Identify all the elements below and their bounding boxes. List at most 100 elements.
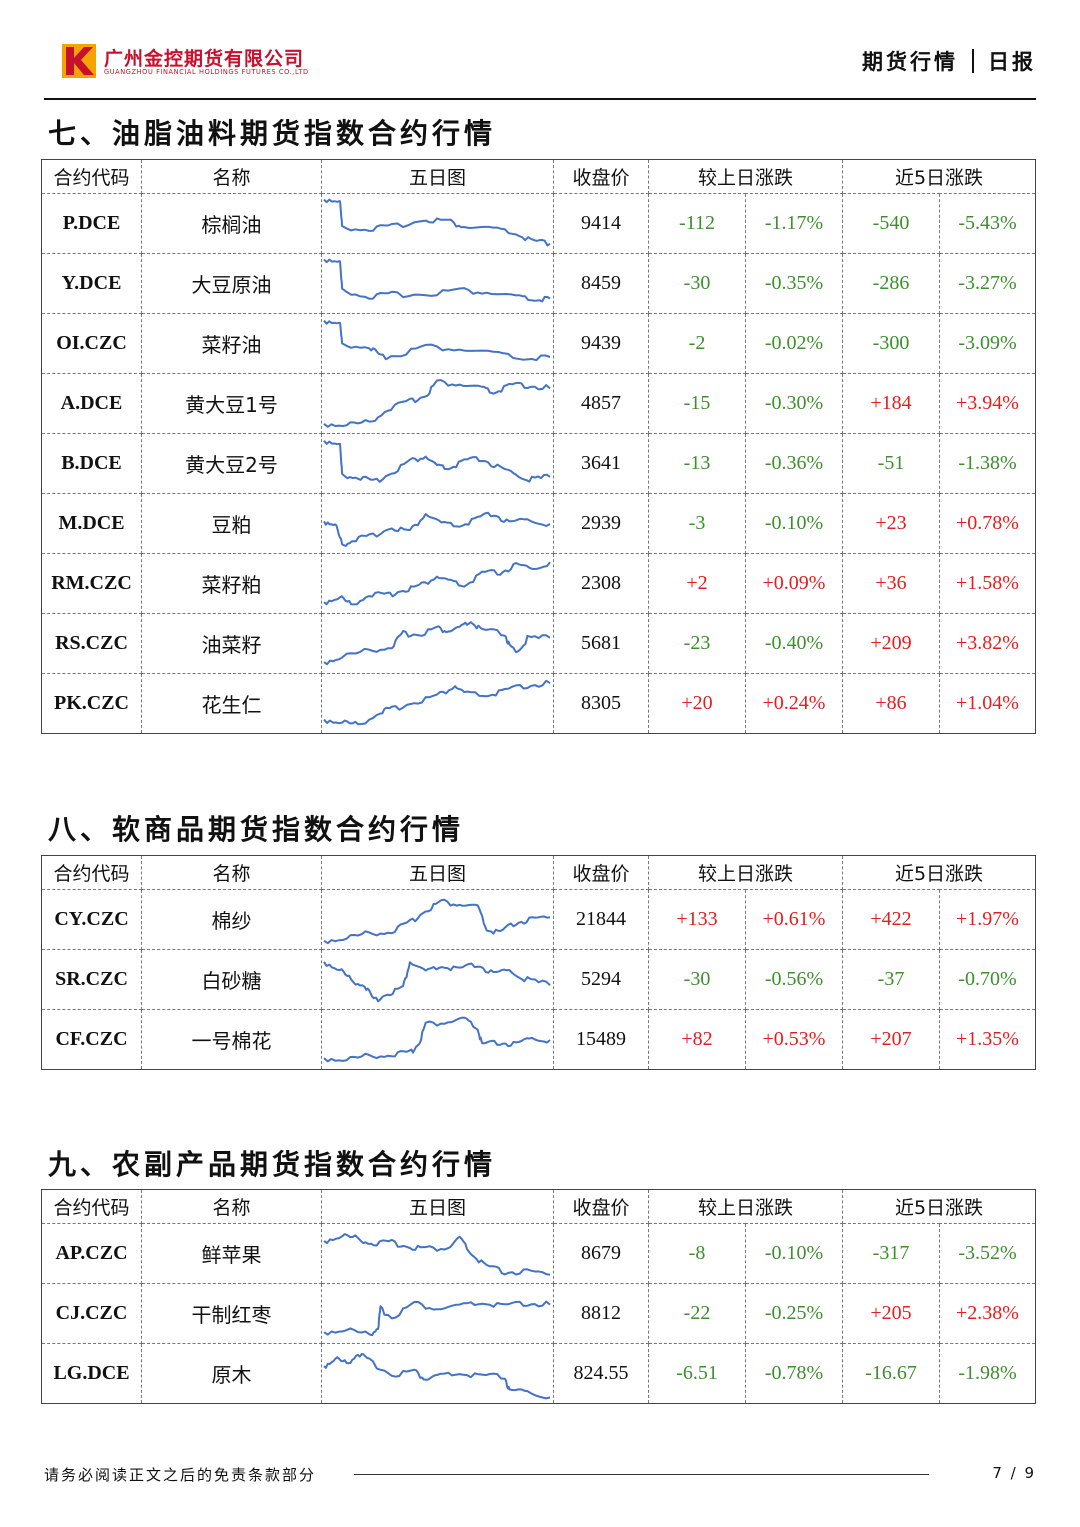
- table-row: CY.CZC 棉纱 21844 +133 +0.61% +422 +1.97%: [41, 889, 1037, 950]
- sparkline-trace: [323, 960, 551, 1002]
- daily-change: -13: [648, 433, 746, 494]
- five-day-sparkline: [321, 433, 554, 494]
- doc-sub-label: 日报: [988, 50, 1036, 74]
- contract-code: Y.DCE: [41, 253, 142, 314]
- sparkline-chart: [323, 960, 551, 1002]
- sparkline-trace: [323, 1352, 551, 1399]
- table-row: B.DCE 黄大豆2号 3641 -13 -0.36% -51 -1.38%: [41, 433, 1037, 494]
- header-name: 名称: [141, 855, 322, 890]
- five-day-change-pct: +2.38%: [939, 1283, 1037, 1344]
- table-row: RS.CZC 油菜籽 5681 -23 -0.40% +209 +3.82%: [41, 613, 1037, 674]
- contract-code: RS.CZC: [41, 613, 142, 674]
- contract-name: 干制红枣: [141, 1283, 322, 1344]
- table-row: A.DCE 黄大豆1号 4857 -15 -0.30% +184 +3.94%: [41, 373, 1037, 434]
- page-header: 广州金控期货有限公司 GUANGZHOU FINANCIAL HOLDINGS …: [0, 0, 1080, 100]
- sparkline-chart: [323, 561, 551, 605]
- close-price: 8679: [553, 1223, 649, 1284]
- contract-code: A.DCE: [41, 373, 142, 434]
- five-day-change-pct: -3.27%: [939, 253, 1037, 314]
- contract-code: B.DCE: [41, 433, 142, 494]
- header-code: 合约代码: [41, 855, 142, 890]
- daily-change: -22: [648, 1283, 746, 1344]
- five-day-sparkline: [321, 493, 554, 554]
- close-price: 21844: [553, 889, 649, 950]
- header-five-day-change: 近5日涨跌: [842, 159, 1037, 194]
- five-day-sparkline: [321, 673, 554, 734]
- sparkline-trace: [323, 198, 551, 246]
- header-five-day-change: 近5日涨跌: [842, 1189, 1037, 1224]
- header-close: 收盘价: [553, 159, 649, 194]
- daily-change: -15: [648, 373, 746, 434]
- close-price: 824.55: [553, 1343, 649, 1404]
- sparkline-trace: [323, 439, 551, 483]
- five-day-change-pct: +0.78%: [939, 493, 1037, 554]
- table-header-row: 合约代码 名称 五日图 收盘价 较上日涨跌 近5日涨跌: [41, 159, 1037, 194]
- header-name: 名称: [141, 1189, 322, 1224]
- sparkline-trace: [323, 561, 551, 605]
- five-day-sparkline: [321, 553, 554, 614]
- five-day-change: -51: [842, 433, 941, 494]
- close-price: 4857: [553, 373, 649, 434]
- five-day-sparkline: [321, 1283, 554, 1344]
- daily-change: -30: [648, 949, 746, 1010]
- five-day-change: -286: [842, 253, 941, 314]
- close-price: 8305: [553, 673, 649, 734]
- sparkline-trace: [323, 1300, 551, 1336]
- contract-code: SR.CZC: [41, 949, 142, 1010]
- section-title-softs: 八、软商品期货指数合约行情: [48, 813, 465, 846]
- five-day-sparkline: [321, 1223, 554, 1284]
- contract-name: 黄大豆1号: [141, 373, 322, 434]
- page-number: 7 / 9: [992, 1464, 1036, 1482]
- sparkline-chart: [323, 198, 551, 246]
- close-price: 8812: [553, 1283, 649, 1344]
- company-name-en: GUANGZHOU FINANCIAL HOLDINGS FUTURES CO.…: [104, 68, 309, 76]
- sparkline-trace: [323, 620, 551, 665]
- close-price: 2308: [553, 553, 649, 614]
- daily-change: -3: [648, 493, 746, 554]
- daily-change-pct: -0.02%: [744, 313, 844, 374]
- logo-k-icon: [62, 44, 96, 78]
- close-price: 5294: [553, 949, 649, 1010]
- five-day-change: +209: [842, 613, 941, 674]
- five-day-sparkline: [321, 949, 554, 1010]
- five-day-sparkline: [321, 373, 554, 434]
- five-day-change-pct: -1.98%: [939, 1343, 1037, 1404]
- sparkline-chart: [323, 378, 551, 428]
- five-day-change: +86: [842, 673, 941, 734]
- five-day-sparkline: [321, 193, 554, 254]
- contract-code: M.DCE: [41, 493, 142, 554]
- five-day-change: +205: [842, 1283, 941, 1344]
- contract-name: 鲜苹果: [141, 1223, 322, 1284]
- daily-change: +2: [648, 553, 746, 614]
- sparkline-trace: [323, 1016, 551, 1062]
- five-day-change: -317: [842, 1223, 941, 1284]
- sparkline-chart: [323, 1352, 551, 1399]
- five-day-sparkline: [321, 1343, 554, 1404]
- table-row: CF.CZC 一号棉花 15489 +82 +0.53% +207 +1.35%: [41, 1009, 1037, 1070]
- contract-code: CF.CZC: [41, 1009, 142, 1070]
- header-close: 收盘价: [553, 855, 649, 890]
- five-day-change-pct: -3.52%: [939, 1223, 1037, 1284]
- sparkline-trace: [323, 258, 551, 302]
- company-logo: 广州金控期货有限公司 GUANGZHOU FINANCIAL HOLDINGS …: [62, 42, 362, 82]
- daily-change: -23: [648, 613, 746, 674]
- sparkline-chart: [323, 1016, 551, 1062]
- daily-change: +133: [648, 889, 746, 950]
- daily-change-pct: -0.78%: [744, 1343, 844, 1404]
- five-day-change: -16.67: [842, 1343, 941, 1404]
- five-day-change-pct: +1.58%: [939, 553, 1037, 614]
- contract-name: 一号棉花: [141, 1009, 322, 1070]
- header-chart: 五日图: [321, 1189, 554, 1224]
- contract-name: 大豆原油: [141, 253, 322, 314]
- table-row: OI.CZC 菜籽油 9439 -2 -0.02% -300 -3.09%: [41, 313, 1037, 374]
- sparkline-chart: [323, 511, 551, 547]
- contract-name: 豆粕: [141, 493, 322, 554]
- five-day-change-pct: +1.97%: [939, 889, 1037, 950]
- daily-change: -112: [648, 193, 746, 254]
- header-five-day-change: 近5日涨跌: [842, 855, 1037, 890]
- sparkline-chart: [323, 258, 551, 302]
- five-day-change: +207: [842, 1009, 941, 1070]
- table-row: M.DCE 豆粕 2939 -3 -0.10% +23 +0.78%: [41, 493, 1037, 554]
- document-type: 期货行情 日报: [862, 46, 1036, 76]
- sparkline-chart: [323, 679, 551, 725]
